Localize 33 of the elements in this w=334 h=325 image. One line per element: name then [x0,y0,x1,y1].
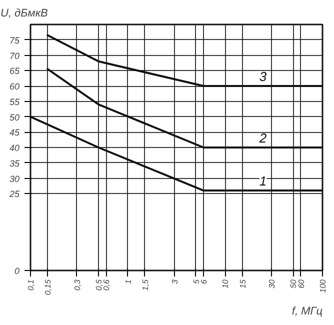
y-tick-label: 55 [9,96,20,107]
y-tick-label: 50 [9,112,20,122]
x-tick-label: 0,3 [72,278,82,291]
x-tick-label: 100 [318,278,328,293]
y-tick-label: 35 [9,158,20,168]
x-tick-label: 1 [124,279,133,284]
x-tick-label: 50 [289,278,298,288]
y-tick-label: 75 [9,35,20,46]
series-label: 3 [259,69,268,84]
y-tick-label: 0 [14,266,20,276]
x-tick-label: 0,6 [102,278,112,291]
y-tick-label: 60 [9,82,20,92]
x-axis-title: f, МГц [292,306,323,318]
x-tick-label: 3 [170,278,180,284]
x-tick-label: 1,5 [140,278,150,291]
x-tick-label: 6 [200,278,209,284]
x-tick-label: 10 [221,278,230,288]
x-tick-label: 60 [296,278,306,288]
y-tick-label: 30 [9,174,20,184]
x-tick-label: 30 [268,278,277,288]
y-tick-label: 25 [8,189,20,200]
x-tick-label: 0,5 [94,278,104,291]
x-tick-label: 0,15 [44,278,53,296]
x-tick-label: 5 [192,278,201,284]
series-label: 2 [258,130,268,146]
y-tick-label: 45 [9,128,20,138]
y-tick-label: 40 [9,143,20,153]
x-tick-label: 0,1 [26,279,36,291]
series-label: 1 [259,174,267,189]
y-axis-title: U, дБмкВ [0,8,48,20]
y-tick-label: 70 [9,50,20,61]
x-tick-label: 15 [238,278,248,288]
y-tick-label: 65 [9,66,20,76]
